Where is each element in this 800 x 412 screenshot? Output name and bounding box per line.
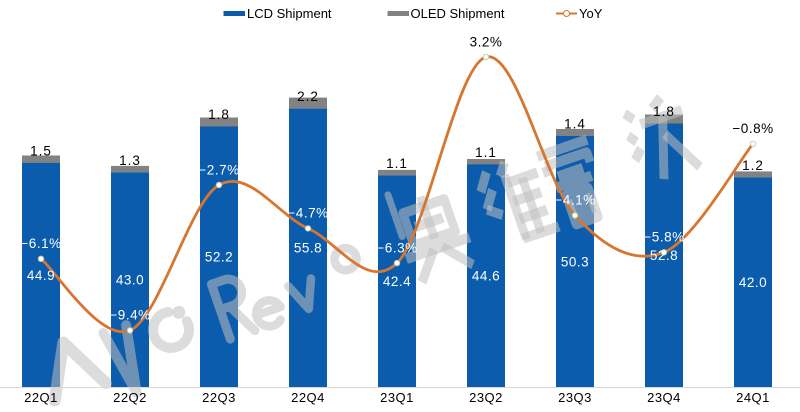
- svg-text:−0.8%: −0.8%: [732, 121, 773, 136]
- svg-text:1.1: 1.1: [386, 156, 408, 171]
- svg-text:55.8: 55.8: [294, 241, 322, 256]
- svg-text:1.8: 1.8: [208, 107, 230, 122]
- svg-text:22Q2: 22Q2: [113, 390, 147, 405]
- svg-text:OLED Shipment: OLED Shipment: [411, 6, 505, 21]
- svg-text:−5.8%: −5.8%: [643, 230, 684, 245]
- svg-text:1.2: 1.2: [742, 158, 764, 173]
- svg-text:23Q3: 23Q3: [558, 390, 592, 405]
- svg-text:−6.3%: −6.3%: [376, 240, 417, 255]
- svg-text:1.3: 1.3: [119, 153, 141, 168]
- svg-text:44.9: 44.9: [27, 268, 55, 283]
- svg-text:1.5: 1.5: [30, 144, 52, 159]
- svg-text:3.2%: 3.2%: [470, 34, 503, 49]
- svg-text:42.0: 42.0: [739, 275, 767, 290]
- svg-text:22Q4: 22Q4: [291, 390, 325, 405]
- svg-text:1.8: 1.8: [653, 104, 675, 119]
- svg-text:22Q3: 22Q3: [202, 390, 236, 405]
- svg-text:1.4: 1.4: [564, 117, 586, 132]
- svg-text:42.4: 42.4: [383, 274, 411, 289]
- svg-text:52.8: 52.8: [650, 248, 678, 263]
- svg-text:22Q1: 22Q1: [24, 390, 58, 405]
- svg-text:−2.7%: −2.7%: [198, 162, 239, 177]
- svg-text:24Q1: 24Q1: [736, 390, 770, 405]
- svg-text:44.6: 44.6: [472, 269, 500, 284]
- svg-text:−4.7%: −4.7%: [287, 206, 328, 221]
- svg-text:YoY: YoY: [579, 6, 603, 21]
- svg-text:−4.1%: −4.1%: [554, 193, 595, 208]
- svg-text:43.0: 43.0: [116, 273, 144, 288]
- svg-text:52.2: 52.2: [205, 250, 233, 265]
- svg-text:1.1: 1.1: [475, 145, 497, 160]
- svg-text:23Q1: 23Q1: [380, 390, 414, 405]
- svg-text:2.2: 2.2: [297, 89, 319, 104]
- svg-text:50.3: 50.3: [561, 254, 589, 269]
- svg-text:LCD Shipment: LCD Shipment: [247, 6, 332, 21]
- svg-text:23Q2: 23Q2: [469, 390, 503, 405]
- svg-text:23Q4: 23Q4: [647, 390, 681, 405]
- svg-text:−6.1%: −6.1%: [20, 236, 61, 251]
- svg-text:−9.4%: −9.4%: [109, 308, 150, 323]
